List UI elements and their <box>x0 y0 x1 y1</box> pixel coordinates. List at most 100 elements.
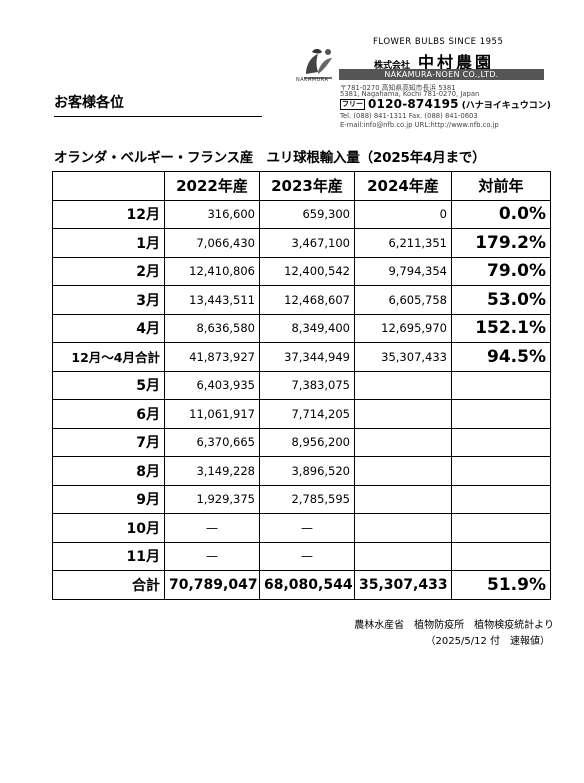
header-cell-2022: 2022年産 <box>164 171 260 201</box>
cell-ratio: 79.0% <box>451 256 551 286</box>
free-dial-badge: フリー <box>340 98 365 110</box>
company-logo <box>304 49 332 79</box>
table-row: 4月 8,636,580 8,349,400 12,695,970 152.1% <box>52 313 551 343</box>
cell-y2023: 37,344,949 <box>259 342 355 372</box>
company-english-name: NAKAMURA-NOEN CO.,LTD. <box>339 69 544 80</box>
cell-y2023: 2,785,595 <box>259 484 355 514</box>
row-label: 1月 <box>52 228 165 258</box>
row-label: 11月 <box>52 541 165 571</box>
cell-ratio <box>451 541 551 571</box>
address-japanese: 〒781-0270 高知県高知市長浜 5381 <box>340 84 456 92</box>
cell-ratio <box>451 427 551 457</box>
row-label: 9月 <box>52 484 165 514</box>
header-cell-blank <box>52 171 165 201</box>
cell-y2022: 13,443,511 <box>164 285 260 315</box>
cell-y2023: — <box>259 541 355 571</box>
free-dial-number: 0120-874195 <box>368 97 459 111</box>
row-label: 10月 <box>52 513 165 543</box>
row-label: 7月 <box>52 427 165 457</box>
company-tagline: FLOWER BULBS SINCE 1955 <box>373 37 504 47</box>
cell-ratio: 94.5% <box>451 342 551 372</box>
cell-y2023: — <box>259 513 355 543</box>
row-label: 3月 <box>52 285 165 315</box>
cell-y2022: 3,149,228 <box>164 456 260 486</box>
header-cell-ratio: 対前年 <box>451 171 551 201</box>
cell-y2024: 35,307,433 <box>354 342 452 372</box>
cell-ratio <box>451 370 551 400</box>
row-label: 12月～4月合計 <box>52 342 165 372</box>
cell-y2022: — <box>164 513 260 543</box>
logo-text: NAKAMURA <box>296 77 329 83</box>
table-row: 11月 — — <box>52 541 551 571</box>
tel-fax: Tel. (088) 841-1311 Fax. (088) 841-0603 <box>340 112 478 120</box>
cell-y2024: 9,794,354 <box>354 256 452 286</box>
cell-y2024 <box>354 370 452 400</box>
document-title: オランダ・ベルギー・フランス産 ユリ球根輸入量（2025年4月まで） <box>54 150 486 166</box>
company-prefix: 株式会社 <box>374 61 411 71</box>
date-note: （2025/5/12 付 速報値） <box>425 636 550 647</box>
import-volume-table: 2022年産 2023年産 2024年産 対前年 12月 316,600 659,3… <box>52 171 551 600</box>
header-cell-2024: 2024年産 <box>354 171 452 201</box>
cell-y2022: 1,929,375 <box>164 484 260 514</box>
table-row: 12月～4月合計 41,873,927 37,344,949 35,307,433 94… <box>52 342 551 372</box>
table-row: 7月 6,370,665 8,956,200 <box>52 427 551 457</box>
cell-y2022: — <box>164 541 260 571</box>
table-row: 6月 11,061,917 7,714,205 <box>52 399 551 429</box>
table-row: 9月 1,929,375 2,785,595 <box>52 484 551 514</box>
total-y2024: 35,307,433 <box>354 570 452 600</box>
table-row: 2月 12,410,806 12,400,542 9,794,354 79.0% <box>52 256 551 286</box>
cell-ratio: 53.0% <box>451 285 551 315</box>
cell-y2023: 659,300 <box>259 199 355 229</box>
cell-y2023: 3,896,520 <box>259 456 355 486</box>
table-row: 12月 316,600 659,300 0 0.0% <box>52 199 551 229</box>
row-label: 4月 <box>52 313 165 343</box>
cell-y2024 <box>354 513 452 543</box>
free-dial-row: フリー 0120-874195 (ハナヨイキュウコン) <box>340 97 551 111</box>
row-label: 6月 <box>52 399 165 429</box>
cell-y2022: 6,370,665 <box>164 427 260 457</box>
salutation-underline <box>54 116 262 117</box>
free-dial-kana: (ハナヨイキュウコン) <box>461 100 551 111</box>
header-cell-2023: 2023年産 <box>259 171 355 201</box>
cell-y2023: 8,349,400 <box>259 313 355 343</box>
cell-ratio <box>451 513 551 543</box>
cell-y2023: 8,956,200 <box>259 427 355 457</box>
cell-y2023: 7,383,075 <box>259 370 355 400</box>
total-y2023: 68,080,544 <box>259 570 355 600</box>
cell-ratio <box>451 399 551 429</box>
total-row: 合計 70,789,047 68,080,544 35,307,433 51.9% <box>52 570 551 600</box>
cell-y2024: 6,211,351 <box>354 228 452 258</box>
total-y2022: 70,789,047 <box>164 570 260 600</box>
cell-y2023: 3,467,100 <box>259 228 355 258</box>
cell-y2024 <box>354 484 452 514</box>
cell-ratio: 152.1% <box>451 313 551 343</box>
cell-ratio <box>451 456 551 486</box>
cell-y2022: 7,066,430 <box>164 228 260 258</box>
address-english: 5381, Nagahama, Kochi 781-0270, Japan <box>340 90 480 98</box>
table-row: 8月 3,149,228 3,896,520 <box>52 456 551 486</box>
cell-y2024: 6,605,758 <box>354 285 452 315</box>
cell-y2022: 316,600 <box>164 199 260 229</box>
cell-y2022: 8,636,580 <box>164 313 260 343</box>
total-ratio: 51.9% <box>451 570 551 600</box>
cell-y2023: 12,400,542 <box>259 256 355 286</box>
cell-y2024: 12,695,970 <box>354 313 452 343</box>
cell-y2024 <box>354 399 452 429</box>
cell-ratio <box>451 484 551 514</box>
cell-y2024: 0 <box>354 199 452 229</box>
row-label: 5月 <box>52 370 165 400</box>
cell-y2022: 11,061,917 <box>164 399 260 429</box>
row-label: 8月 <box>52 456 165 486</box>
email-url: E-mail:info@nfb.co.jp URL:http://www.nfb… <box>340 121 499 129</box>
table-header-row: 2022年産 2023年産 2024年産 対前年 <box>52 171 551 201</box>
table-row: 5月 6,403,935 7,383,075 <box>52 370 551 400</box>
source-note: 農林水産省 植物防疫所 植物検疫統計より <box>354 620 554 631</box>
cell-ratio: 179.2% <box>451 228 551 258</box>
cell-y2024 <box>354 541 452 571</box>
salutation: お客様各位 <box>54 95 124 111</box>
table-row: 10月 — — <box>52 513 551 543</box>
row-label: 12月 <box>52 199 165 229</box>
cell-y2024 <box>354 427 452 457</box>
cell-y2022: 41,873,927 <box>164 342 260 372</box>
cell-y2023: 12,468,607 <box>259 285 355 315</box>
